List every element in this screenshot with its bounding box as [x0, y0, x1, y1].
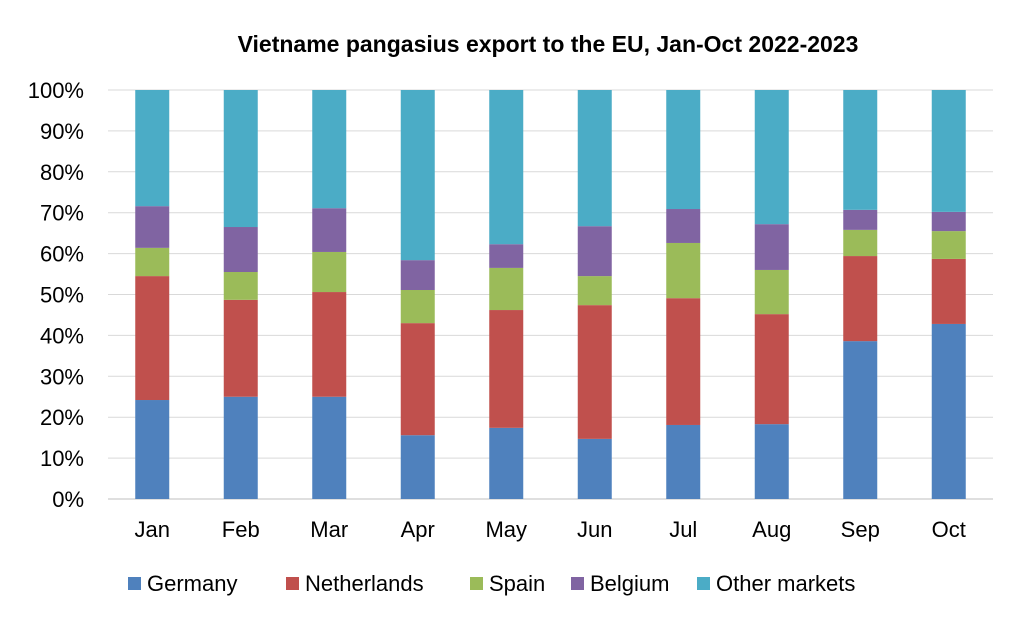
- bar-segment-other-markets: [400, 90, 435, 261]
- bar-segment-belgium: [223, 227, 258, 273]
- bar-segment-other-markets: [754, 90, 789, 225]
- bar-segment-netherlands: [843, 256, 878, 342]
- bar-segment-germany: [577, 438, 612, 499]
- bar-segment-spain: [843, 229, 878, 257]
- legend-swatch: [286, 577, 299, 590]
- bar-segment-germany: [666, 424, 701, 499]
- bar-segment-spain: [489, 267, 524, 311]
- bar-segment-netherlands: [489, 310, 524, 428]
- bar-segment-other-markets: [843, 90, 878, 210]
- bar-segment-netherlands: [400, 323, 435, 436]
- bar-segment-spain: [223, 272, 258, 300]
- bar-segment-germany: [754, 424, 789, 499]
- x-tick-label: Sep: [841, 517, 880, 542]
- x-tick-label: Mar: [310, 517, 348, 542]
- bar-segment-belgium: [312, 208, 347, 252]
- bar-segment-other-markets: [223, 90, 258, 228]
- x-tick-label: Jan: [135, 517, 170, 542]
- bar-segment-other-markets: [666, 90, 701, 210]
- y-tick-label: 60%: [40, 242, 84, 267]
- x-tick-label: May: [485, 517, 527, 542]
- bar-segment-other-markets: [577, 90, 612, 227]
- bar-segment-other-markets: [489, 90, 524, 245]
- bar-segment-netherlands: [931, 258, 966, 324]
- bar-segment-other-markets: [931, 90, 966, 212]
- legend-label: Germany: [147, 571, 237, 596]
- bar-segment-netherlands: [754, 314, 789, 425]
- y-tick-label: 70%: [40, 201, 84, 226]
- bar-segment-other-markets: [312, 90, 347, 209]
- bar-segment-spain: [312, 251, 347, 293]
- y-tick-label: 20%: [40, 405, 84, 430]
- x-tick-label: Jun: [577, 517, 612, 542]
- y-tick-label: 50%: [40, 283, 84, 308]
- bar-segment-netherlands: [666, 298, 701, 425]
- bar-segment-germany: [223, 396, 258, 499]
- bar-segment-belgium: [135, 206, 170, 248]
- bar-segment-germany: [400, 435, 435, 499]
- bar-segment-germany: [312, 396, 347, 499]
- bar-segment-germany: [489, 427, 524, 499]
- bar-segment-germany: [135, 400, 170, 499]
- bar-segment-germany: [843, 341, 878, 499]
- y-tick-label: 40%: [40, 323, 84, 348]
- bar-segment-belgium: [489, 244, 524, 268]
- x-tick-label: Apr: [401, 517, 435, 542]
- legend-swatch: [128, 577, 141, 590]
- bar-segment-spain: [754, 269, 789, 315]
- legend-label: Netherlands: [305, 571, 424, 596]
- bar-segment-netherlands: [135, 276, 170, 401]
- x-tick-label: Feb: [222, 517, 260, 542]
- bar-segment-belgium: [931, 211, 966, 232]
- legend-label: Belgium: [590, 571, 669, 596]
- y-tick-label: 80%: [40, 160, 84, 185]
- bar-segment-netherlands: [577, 305, 612, 439]
- x-tick-label: Oct: [932, 517, 966, 542]
- bar-segment-belgium: [666, 209, 701, 243]
- y-tick-label: 30%: [40, 364, 84, 389]
- x-tick-label: Aug: [752, 517, 791, 542]
- y-tick-label: 100%: [28, 78, 84, 103]
- bar-segment-belgium: [577, 226, 612, 277]
- bar-segment-spain: [135, 247, 170, 277]
- legend-label: Spain: [489, 571, 545, 596]
- bar-segment-belgium: [400, 260, 435, 291]
- bar-segment-belgium: [754, 224, 789, 270]
- bar-segment-spain: [931, 231, 966, 259]
- x-tick-label: Jul: [669, 517, 697, 542]
- bar-segment-spain: [577, 276, 612, 306]
- bar-segment-spain: [400, 290, 435, 324]
- bar-segment-other-markets: [135, 90, 170, 207]
- chart-title: Vietname pangasius export to the EU, Jan…: [238, 31, 859, 57]
- bar-segment-netherlands: [312, 292, 347, 397]
- bar-segment-germany: [931, 323, 966, 499]
- bar-segment-belgium: [843, 209, 878, 230]
- y-tick-label: 90%: [40, 119, 84, 144]
- y-tick-label: 10%: [40, 446, 84, 471]
- legend-swatch: [697, 577, 710, 590]
- bar-segment-spain: [666, 242, 701, 299]
- y-tick-label: 0%: [52, 487, 84, 512]
- legend-label: Other markets: [716, 571, 855, 596]
- legend-swatch: [571, 577, 584, 590]
- legend-swatch: [470, 577, 483, 590]
- bar-segment-netherlands: [223, 299, 258, 397]
